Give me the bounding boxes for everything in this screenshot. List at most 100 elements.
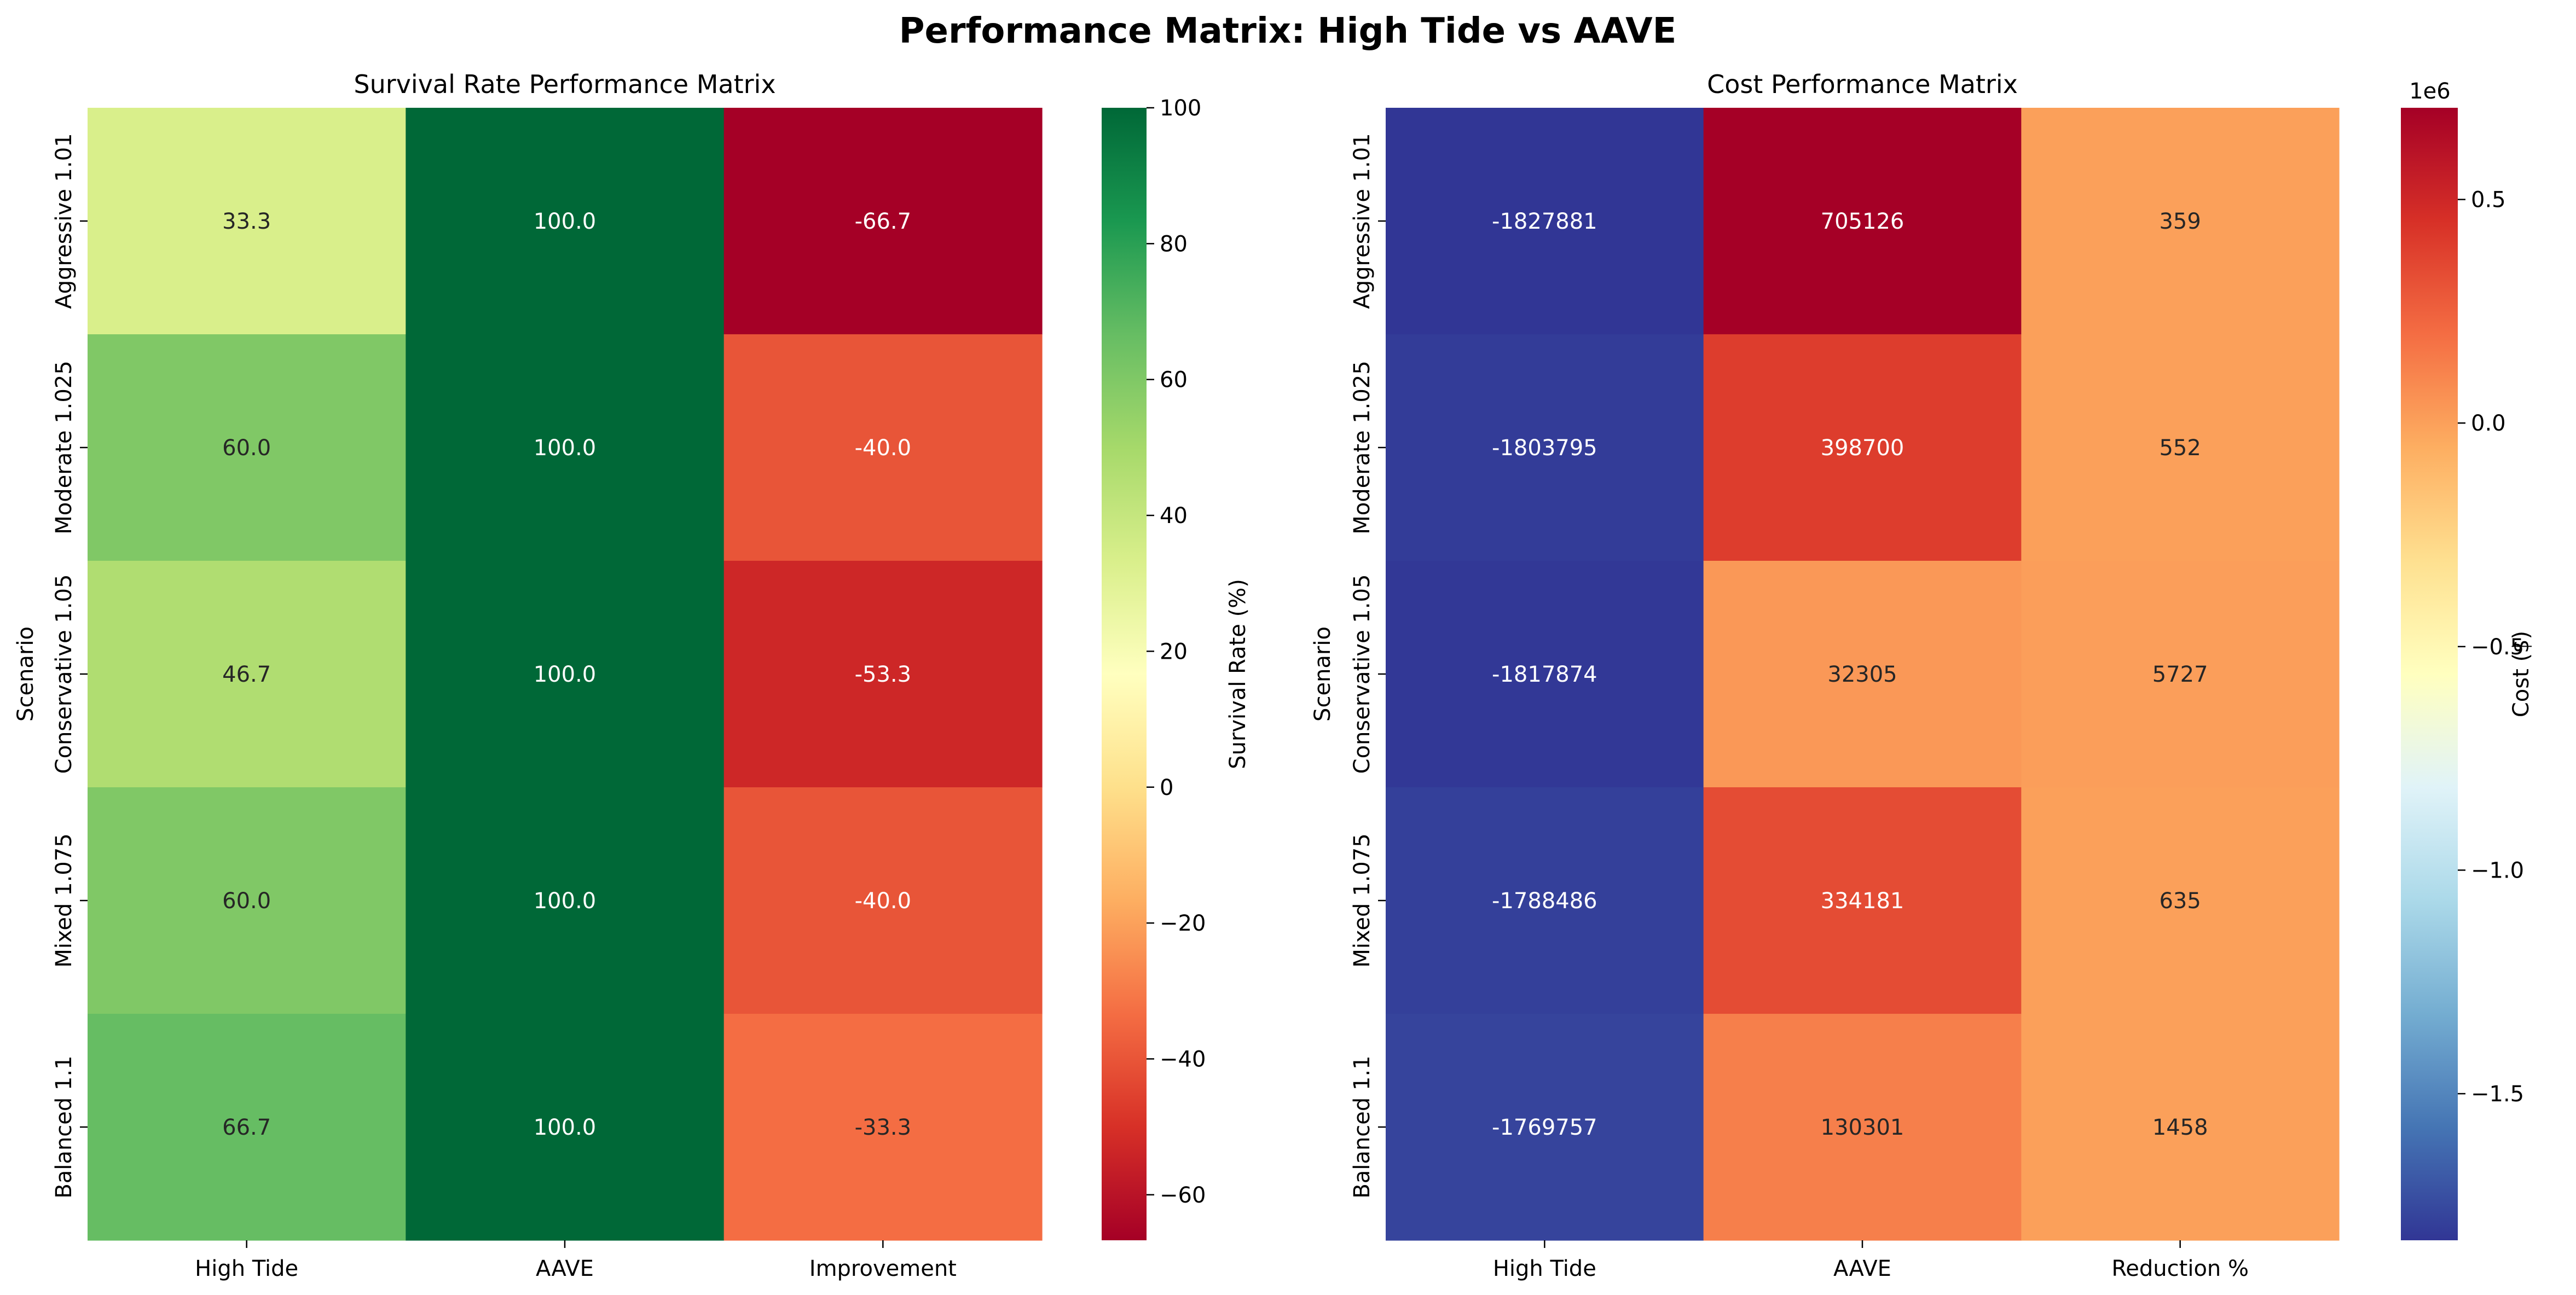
cost-panel: Cost Performance Matrix Scenario -182788… (1310, 69, 2534, 1281)
heatmap-cell (1703, 108, 2022, 335)
column-label: High Tide (195, 1256, 298, 1281)
heatmap-cell (88, 334, 406, 561)
cost-column-labels: High Tide AAVE Reduction % (1493, 1240, 2249, 1281)
cell-value-label: -33.3 (855, 1115, 912, 1140)
cell-value-label: 1458 (2152, 1115, 2208, 1140)
heatmap-cell (406, 1014, 725, 1241)
heatmap-cell (406, 334, 725, 561)
heatmap-cell (2021, 108, 2340, 335)
heatmap-cell (2021, 787, 2340, 1014)
survival-colorbar (1102, 108, 1147, 1240)
colorbar-tick-label: −60 (1160, 1183, 1206, 1208)
cell-value-label: 359 (2159, 209, 2201, 234)
row-label: Balanced 1.1 (1350, 1055, 1375, 1198)
heatmap-cell (1703, 787, 2022, 1014)
heatmap-cell (723, 561, 1043, 788)
colorbar-tick-label: 100 (1160, 96, 1201, 121)
row-label: Conservative 1.05 (1350, 574, 1375, 774)
survival-column-labels: High Tide AAVE Improvement (195, 1240, 957, 1281)
colorbar-tick-label: −1.0 (2471, 858, 2524, 883)
cell-value-label: -40.0 (855, 435, 912, 461)
cell-value-label: -1788486 (1492, 889, 1597, 914)
heatmap-cell (1386, 1014, 1704, 1241)
cell-value-label: 33.3 (222, 209, 271, 234)
heatmap-cell (406, 561, 725, 788)
colorbar-tick-label: 0.0 (2471, 411, 2506, 436)
row-label: Moderate 1.025 (1350, 361, 1375, 534)
heatmap-cell (2021, 561, 2340, 788)
figure-title: Performance Matrix: High Tide vs AAVE (899, 11, 1677, 51)
row-label: Balanced 1.1 (51, 1055, 77, 1198)
cell-value-label: -66.7 (855, 209, 912, 234)
heatmap-cell (723, 108, 1043, 335)
row-label: Mixed 1.075 (51, 833, 77, 967)
heatmap-cell (88, 1014, 406, 1241)
colorbar-tick-label: 20 (1160, 639, 1188, 664)
heatmap-cell (406, 108, 725, 335)
cell-value-label: 705126 (1821, 209, 1904, 234)
colorbar-tick-label: −20 (1160, 911, 1206, 936)
row-label: Moderate 1.025 (51, 361, 77, 534)
cell-value-label: 46.7 (222, 662, 271, 687)
row-label: Aggressive 1.01 (1350, 133, 1375, 309)
cell-value-label: 60.0 (222, 435, 271, 461)
cell-value-label: -1827881 (1492, 209, 1597, 234)
cost-y-axis-label: Scenario (1310, 626, 1335, 722)
heatmap-cell (1386, 787, 1704, 1014)
heatmap-cell (1386, 108, 1704, 335)
column-label: AAVE (536, 1256, 594, 1281)
column-label: AAVE (1833, 1256, 1891, 1281)
cell-value-label: 5727 (2152, 662, 2208, 687)
survival-y-axis-label: Scenario (13, 626, 38, 722)
cell-value-label: 66.7 (222, 1115, 271, 1140)
colorbar-tick-label: 80 (1160, 231, 1188, 257)
heatmap-cell (723, 1014, 1043, 1241)
column-label: Improvement (809, 1256, 957, 1281)
column-label: Reduction % (2111, 1256, 2249, 1281)
cell-value-label: 60.0 (222, 889, 271, 914)
heatmap-cell (723, 787, 1043, 1014)
colorbar-tick-label: −40 (1160, 1047, 1206, 1072)
colorbar-tick-label: 0.5 (2471, 188, 2506, 213)
cell-value-label: 100.0 (534, 662, 597, 687)
cell-value-label: -53.3 (855, 662, 912, 687)
survival-colorbar-ticks: −60 −40 −20 0 20 40 60 80 100 (1147, 96, 1206, 1208)
row-label: Aggressive 1.01 (51, 133, 77, 309)
colorbar-tick-label: 0 (1160, 775, 1173, 800)
heatmap-cell (2021, 334, 2340, 561)
cell-value-label: -1769757 (1492, 1115, 1597, 1140)
colorbar-tick-label: 60 (1160, 368, 1188, 393)
cell-value-label: 398700 (1821, 435, 1904, 461)
survival-panel: Survival Rate Performance Matrix Scenari… (13, 69, 1251, 1281)
survival-colorbar-label: Survival Rate (%) (1225, 579, 1251, 769)
cell-value-label: 100.0 (534, 889, 597, 914)
cell-value-label: 130301 (1821, 1115, 1904, 1140)
row-label: Conservative 1.05 (51, 574, 77, 774)
heatmap-cell (88, 561, 406, 788)
cell-value-label: -1817874 (1492, 662, 1597, 687)
cost-colorbar-scale: 1e6 (2409, 79, 2451, 104)
heatmap-cell (2021, 1014, 2340, 1241)
heatmap-cell (406, 787, 725, 1014)
heatmap-cell (1703, 1014, 2022, 1241)
cell-value-label: 552 (2159, 435, 2201, 461)
cell-value-label: -1803795 (1492, 435, 1597, 461)
survival-row-labels: Aggressive 1.01 Moderate 1.025 Conservativ… (51, 133, 88, 1199)
cell-value-label: 100.0 (534, 209, 597, 234)
heatmap-cell (1703, 334, 2022, 561)
survival-panel-title: Survival Rate Performance Matrix (354, 69, 775, 99)
cost-row-labels: Aggressive 1.01 Moderate 1.025 Conservativ… (1350, 133, 1386, 1199)
heatmap-cell (1703, 561, 2022, 788)
heatmap-cell (1386, 561, 1704, 788)
cost-colorbar (2401, 108, 2458, 1240)
column-label: High Tide (1493, 1256, 1596, 1281)
cell-value-label: 100.0 (534, 435, 597, 461)
heatmap-cell (88, 787, 406, 1014)
cell-value-label: -40.0 (855, 889, 912, 914)
cost-colorbar-label: Cost ($) (2509, 631, 2534, 717)
survival-heatmap-cells: 33.3 100.0 -66.7 60.0 100.0 -40.0 46.7 100.0 -53… (88, 108, 1043, 1241)
colorbar-tick-label: 40 (1160, 503, 1188, 529)
colorbar-tick-label: −1.5 (2471, 1082, 2524, 1107)
heatmap-cell (723, 334, 1043, 561)
row-label: Mixed 1.075 (1350, 833, 1375, 967)
